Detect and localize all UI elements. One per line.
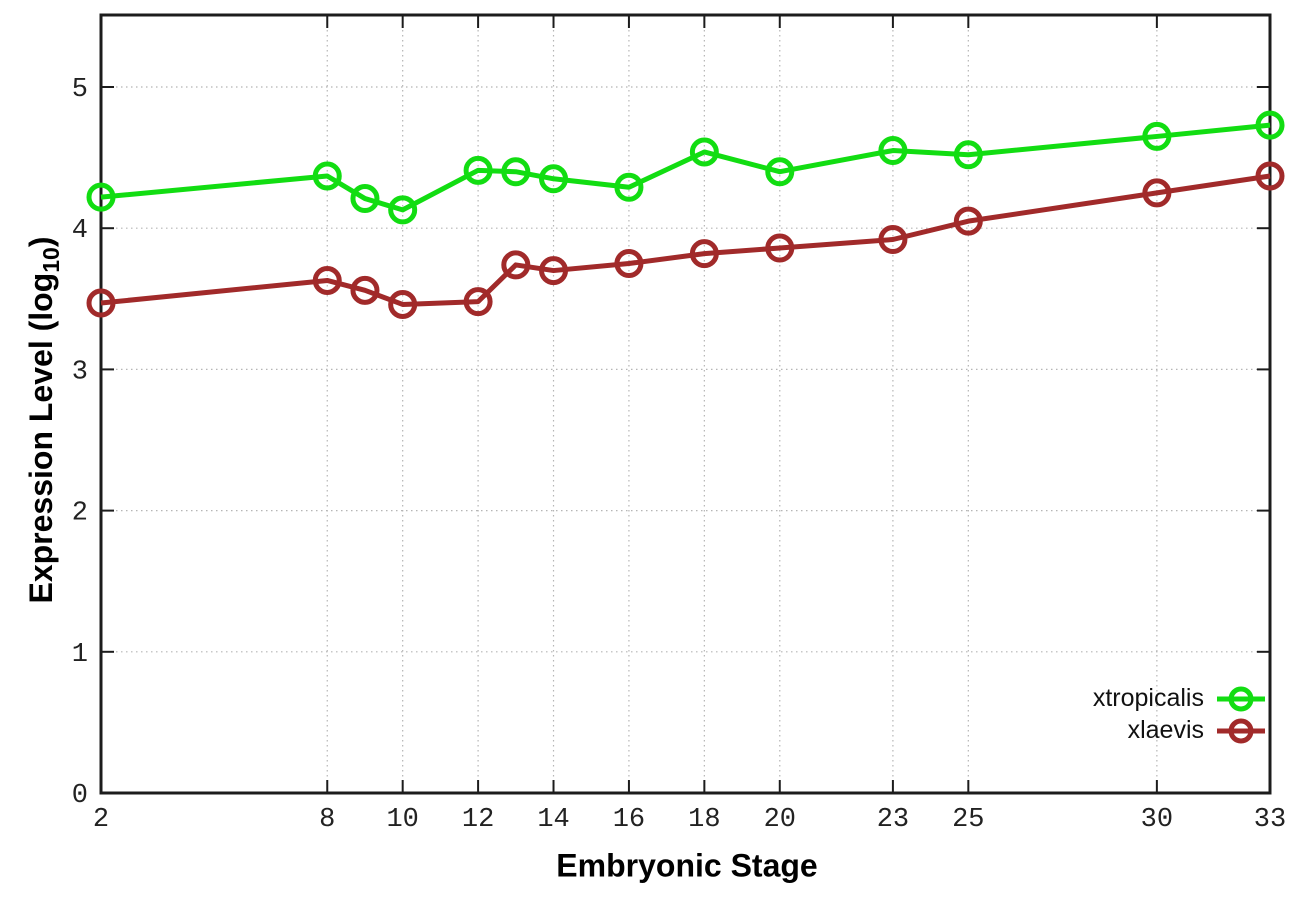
x-axis-label: Embryonic Stage <box>556 847 818 884</box>
svg-text:33: 33 <box>1254 805 1286 835</box>
svg-text:3: 3 <box>72 357 88 387</box>
svg-text:18: 18 <box>688 805 720 835</box>
legend-marker-xtropicalis-icon <box>1216 684 1266 714</box>
svg-text:25: 25 <box>952 805 984 835</box>
svg-text:1: 1 <box>72 640 88 670</box>
y-axis-label-text: Expression Level (log <box>22 272 59 604</box>
svg-text:8: 8 <box>319 805 335 835</box>
legend: xtropicalis xlaevis <box>1093 683 1266 746</box>
svg-text:4: 4 <box>72 216 88 246</box>
legend-marker-xlaevis-icon <box>1216 716 1266 746</box>
svg-text:2: 2 <box>93 805 109 835</box>
svg-text:30: 30 <box>1141 805 1173 835</box>
y-axis-label-subscript: 10 <box>38 247 65 273</box>
svg-text:14: 14 <box>537 805 569 835</box>
svg-text:10: 10 <box>386 805 418 835</box>
svg-text:20: 20 <box>764 805 796 835</box>
y-axis-label-close: ) <box>22 236 59 248</box>
legend-item-xlaevis: xlaevis <box>1093 715 1266 746</box>
y-axis-label: Expression Level (log10) <box>23 236 65 603</box>
svg-text:5: 5 <box>72 75 88 105</box>
svg-text:2: 2 <box>72 499 88 529</box>
svg-text:23: 23 <box>877 805 909 835</box>
svg-text:12: 12 <box>462 805 494 835</box>
svg-text:0: 0 <box>72 781 88 811</box>
legend-label-xlaevis: xlaevis <box>1127 716 1204 744</box>
svg-text:16: 16 <box>613 805 645 835</box>
legend-label-xtropicalis: xtropicalis <box>1092 684 1204 712</box>
legend-item-xtropicalis: xtropicalis <box>1093 683 1266 714</box>
